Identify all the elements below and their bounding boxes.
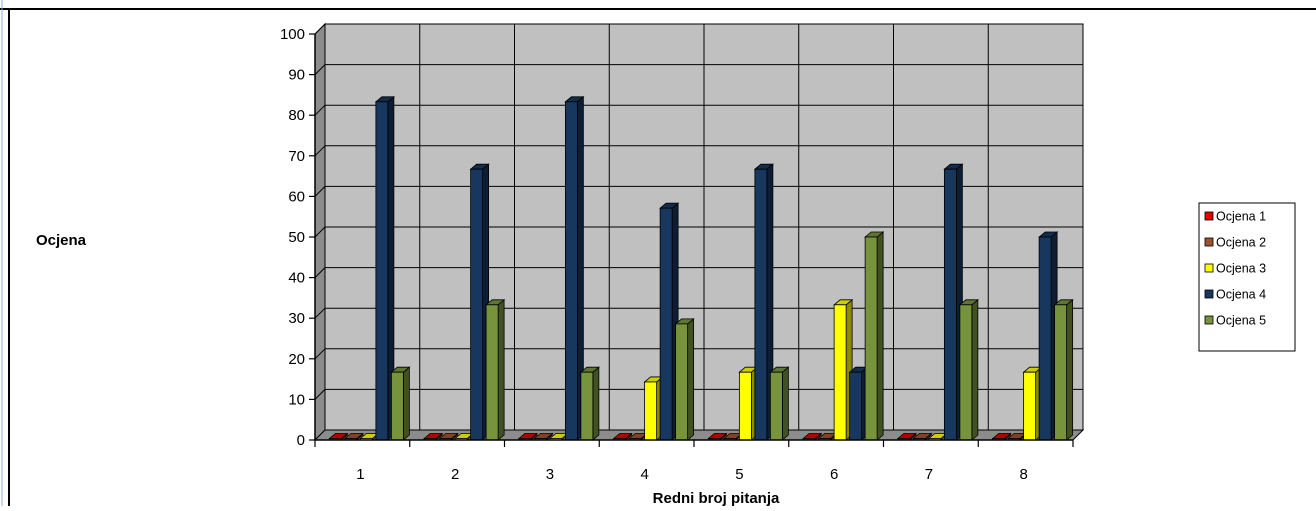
legend-entry: Ocjena 2 <box>1216 236 1266 250</box>
bar <box>485 298 506 441</box>
bar <box>579 366 600 441</box>
bar <box>374 95 395 441</box>
y-tick-label: 90 <box>288 67 305 84</box>
legend-entry: Ocjena 3 <box>1216 262 1266 276</box>
y-tick-label: 10 <box>288 391 305 408</box>
legend-entry: Ocjena 1 <box>1216 210 1266 224</box>
side-gridline <box>314 104 326 116</box>
legend-box <box>1198 202 1296 352</box>
bar <box>769 366 790 441</box>
y-tick-label: 70 <box>288 148 305 165</box>
side-gridline <box>314 23 326 35</box>
bar <box>1053 298 1074 441</box>
y-tick-label: 30 <box>288 310 305 327</box>
legend-swatch <box>1204 289 1214 299</box>
x-tick-label: 8 <box>1019 466 1027 483</box>
y-tick-label: 100 <box>280 26 305 43</box>
side-gridline <box>314 145 326 157</box>
x-tick-label: 5 <box>735 466 743 483</box>
legend-entry: Ocjena 4 <box>1216 288 1266 302</box>
side-gridline <box>314 307 326 319</box>
legend-entry: Ocjena 5 <box>1216 314 1266 328</box>
y-tick-label: 0 <box>297 432 305 449</box>
legend-swatch <box>1204 211 1214 221</box>
side-gridline <box>314 348 326 360</box>
x-tick-label: 3 <box>546 466 554 483</box>
bar <box>469 163 490 441</box>
legend: Ocjena 1 Ocjena 2 Ocjena 3 Ocjena 4 Ocjena 5 <box>1198 202 1296 352</box>
legend-swatch <box>1204 237 1214 247</box>
x-tick-label: 2 <box>451 466 459 483</box>
y-tick-label: 20 <box>288 351 305 368</box>
y-tick-label: 80 <box>288 107 305 124</box>
x-tick-label: 1 <box>356 466 364 483</box>
bar <box>390 366 411 441</box>
x-axis-label: Redni broj pitanja <box>653 490 780 506</box>
side-gridline <box>314 389 326 400</box>
bar <box>864 231 885 441</box>
y-tick-label: 50 <box>288 229 305 246</box>
y-tick-label: 60 <box>288 188 305 205</box>
y-axis-label: Ocjena <box>36 232 87 249</box>
side-gridline <box>314 267 326 278</box>
sheet-top-border <box>0 0 1316 9</box>
bar <box>958 298 979 441</box>
x-tick-label: 4 <box>640 466 648 483</box>
side-gridline <box>314 226 326 238</box>
y-tick-label: 40 <box>288 270 305 287</box>
bar <box>1038 231 1059 441</box>
legend-swatch <box>1204 263 1214 273</box>
x-tick-label: 7 <box>925 466 933 483</box>
x-tick-label: 6 <box>830 466 838 483</box>
bar <box>674 318 695 441</box>
side-gridline <box>314 186 326 197</box>
side-gridline <box>314 64 326 75</box>
legend-swatch <box>1204 315 1214 325</box>
